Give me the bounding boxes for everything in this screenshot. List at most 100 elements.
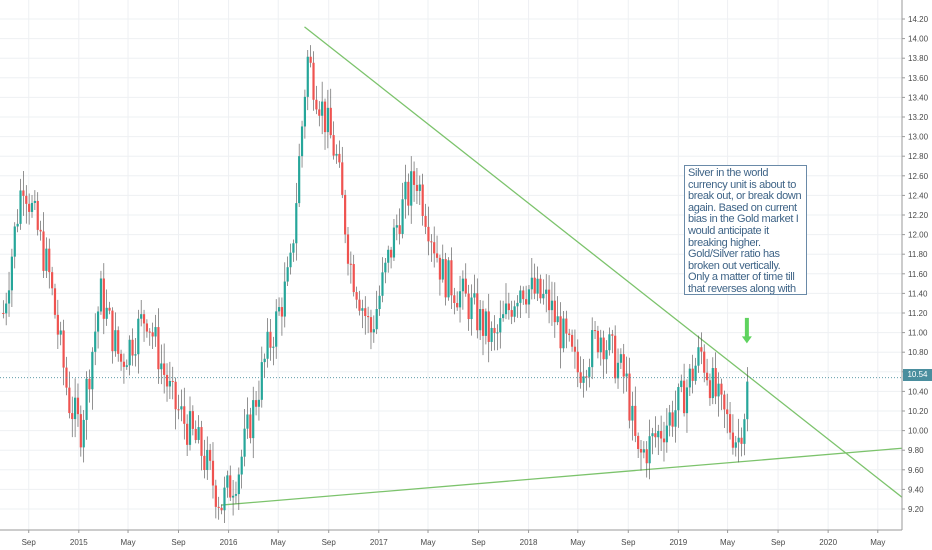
candle-body: [685, 387, 689, 414]
candle: [323, 98, 327, 150]
candle-body: [286, 267, 289, 282]
candle-body: [435, 253, 439, 258]
candle: [223, 476, 226, 523]
candle: [165, 363, 169, 402]
candle-body: [441, 259, 444, 280]
candle: [286, 256, 289, 287]
candle-body: [608, 334, 611, 351]
candle: [209, 443, 212, 470]
candle: [430, 234, 433, 262]
candle: [73, 378, 77, 438]
candle-body: [292, 243, 295, 253]
candle: [275, 299, 278, 359]
candle-body: [424, 215, 427, 227]
y-tick-label: 11.80: [908, 250, 928, 259]
candle-body: [223, 487, 226, 511]
candle: [99, 270, 103, 315]
candle-body: [568, 333, 571, 335]
candle-body: [10, 256, 14, 291]
candle-body: [361, 308, 364, 311]
y-tick-label: 13.40: [908, 93, 929, 102]
candle: [634, 386, 637, 443]
candle: [407, 173, 410, 216]
candle-body: [496, 332, 499, 334]
candle-body: [703, 351, 706, 373]
candle: [539, 274, 542, 304]
candle: [533, 263, 536, 300]
candle: [688, 364, 691, 396]
candle: [507, 292, 510, 320]
descending-trendline[interactable]: [304, 26, 903, 498]
candle-body: [381, 272, 384, 296]
candle-body: [79, 414, 82, 448]
candle: [562, 310, 565, 353]
annotation-line: breaking higher.: [688, 236, 761, 249]
time-axis[interactable]: Sep 2015 May Sep 2016 May Sep 2017 May Sep 2018 May…: [0, 529, 902, 547]
candle-body: [717, 383, 720, 397]
candle: [737, 418, 740, 463]
candle-body: [82, 419, 85, 448]
candle: [295, 182, 298, 261]
candle-body: [332, 135, 335, 156]
candle: [263, 353, 266, 378]
down-arrow-icon: [741, 317, 752, 344]
candle-body: [731, 432, 735, 448]
candle: [186, 414, 189, 457]
candle: [254, 390, 258, 416]
candle: [596, 325, 600, 359]
candle: [502, 300, 505, 322]
candle-body: [631, 405, 634, 421]
ascending-trendline[interactable]: [221, 447, 903, 506]
candle: [140, 299, 143, 327]
annotation-line: Gold/Silver ratio has: [688, 248, 780, 261]
candle-body: [484, 311, 487, 336]
candle-body: [280, 307, 284, 317]
candle-body: [657, 431, 660, 438]
candle: [476, 278, 479, 339]
candle-body: [711, 368, 714, 399]
candle: [51, 266, 54, 296]
candle-body: [257, 399, 261, 407]
candle: [174, 377, 177, 430]
y-tick-label: 11.20: [908, 309, 928, 318]
candle: [605, 340, 608, 374]
candle-body: [430, 241, 433, 243]
x-tick-label: Sep: [171, 538, 186, 547]
y-tick-label: 12.00: [908, 231, 929, 240]
x-tick-label: May: [271, 538, 286, 547]
candle: [300, 120, 304, 168]
candle-body: [36, 200, 39, 230]
candle-body: [493, 327, 496, 334]
candle-body: [315, 99, 318, 110]
candle-body: [229, 475, 232, 498]
candle: [128, 335, 131, 376]
candle: [59, 321, 62, 346]
candle-body: [275, 311, 278, 347]
candle-body: [99, 278, 103, 312]
candle: [524, 285, 528, 314]
annotation-text-box[interactable]: Silver in the world currency unit is abou…: [684, 165, 807, 295]
candle-body: [639, 448, 643, 453]
y-tick-label: 10.80: [908, 348, 929, 357]
candle: [743, 413, 746, 456]
candle-body: [499, 318, 502, 333]
candle-body: [252, 400, 255, 439]
candle: [398, 208, 401, 245]
candle: [591, 317, 594, 380]
candle-body: [674, 410, 677, 427]
candle: [272, 336, 275, 366]
candle: [28, 193, 31, 225]
candle: [237, 467, 240, 510]
candle: [364, 296, 367, 335]
candle-body: [237, 474, 240, 495]
candle: [194, 420, 197, 444]
price-axis[interactable]: 9.209.409.609.8010.0010.2010.4010.6010.8…: [901, 0, 929, 530]
candle-body: [700, 347, 703, 352]
candle-body: [260, 362, 263, 400]
candle: [671, 400, 674, 437]
candle-body: [720, 383, 723, 395]
candle: [453, 287, 456, 315]
candle-body: [740, 437, 743, 444]
y-tick-label: 9.40: [908, 485, 924, 494]
